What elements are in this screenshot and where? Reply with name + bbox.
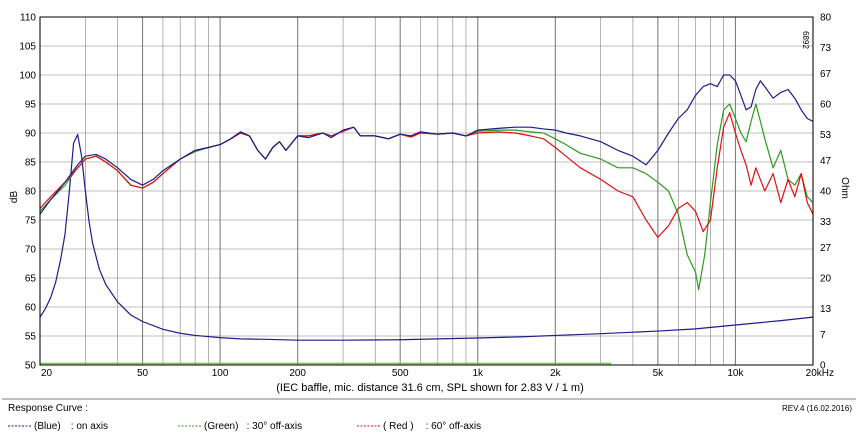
x-tick-labels: 20 50 100 200 500 1k 2k 5k 10k 20kHz [41,368,834,379]
plot-frame [39,16,814,366]
y2-tick-label: 40 [820,187,832,198]
legend-color-name: (Blue) [34,421,61,432]
y-tick-label: 75 [25,216,37,227]
series-on-axis [39,74,814,215]
y-tick-label: 90 [25,129,37,140]
y2-axis-label: Ohm [839,177,850,199]
y-tick-label: 95 [25,100,37,111]
y-tick-label: 50 [25,361,37,372]
y2-tick-label: 80 [820,13,832,24]
x-tick-label: 50 [137,368,149,379]
y-tick-label: 70 [25,245,37,256]
x-tick-label: 20kHz [806,368,834,379]
y-tick-label: 80 [25,187,37,198]
legend-item: ( Red ) : 60° off-axis [357,421,481,432]
chart-caption: (IEC baffle, mic. distance 31.6 cm, SPL … [276,382,584,394]
y2-tick-label: 73 [820,43,832,54]
legend: (Blue) : on axis (Green) : 30° off-axis ( Re… [8,421,481,432]
legend-item: (Green) : 30° off-axis [178,421,302,432]
x-tick-label: 5k [653,368,665,379]
y2-tick-label: 67 [820,69,832,80]
x-tick-label: 100 [212,368,229,379]
y2-tick-label: 27 [820,243,832,254]
y-tick-label: 65 [25,274,37,285]
legend-description: : 30° off-axis [247,421,303,432]
watermark: 6892 [801,31,810,49]
y-tick-label: 55 [25,332,37,343]
legend-item: (Blue) : on axis [8,421,108,432]
y2-tick-label: 33 [820,217,832,228]
y2-tick-label: 53 [820,130,832,141]
x-tick-label: 500 [392,368,409,379]
y2-tick-labels: 80 73 67 60 53 47 40 33 27 20 13 7 0 [820,13,832,372]
series-layer [39,74,814,341]
x-tick-label: 2k [550,368,562,379]
grid [39,16,814,366]
series-60-off-axis [39,112,814,238]
revision-label: REV.4 (16.02.2016) [782,404,852,413]
legend-description: : on axis [71,421,108,432]
y-tick-label: 60 [25,303,37,314]
response-curve-label: Response Curve : [8,403,88,414]
y2-tick-label: 0 [820,361,826,372]
y-tick-label: 85 [25,158,37,169]
x-tick-label: 10k [727,368,744,379]
x-tick-label: 200 [289,368,306,379]
y-tick-label: 110 [20,13,36,24]
y-tick-labels: 110 105 100 95 90 85 80 75 70 65 60 55 50 [19,13,36,372]
x-tick-label: 1k [472,368,484,379]
series-30-off-axis [39,103,814,291]
y-axis-label: dB [9,191,20,204]
y-tick-label: 105 [19,42,36,53]
legend-color-name: (Green) [204,421,238,432]
legend-description: : 60° off-axis [426,421,482,432]
y-tick-label: 100 [19,71,36,82]
y2-tick-label: 7 [820,330,826,341]
y2-tick-label: 60 [820,100,832,111]
y2-tick-label: 47 [820,156,832,167]
y2-tick-label: 20 [820,274,832,285]
x-tick-label: 20 [41,368,53,379]
series-impedance [39,133,814,341]
legend-color-name: ( Red ) [383,421,414,432]
y2-tick-label: 13 [820,304,832,315]
